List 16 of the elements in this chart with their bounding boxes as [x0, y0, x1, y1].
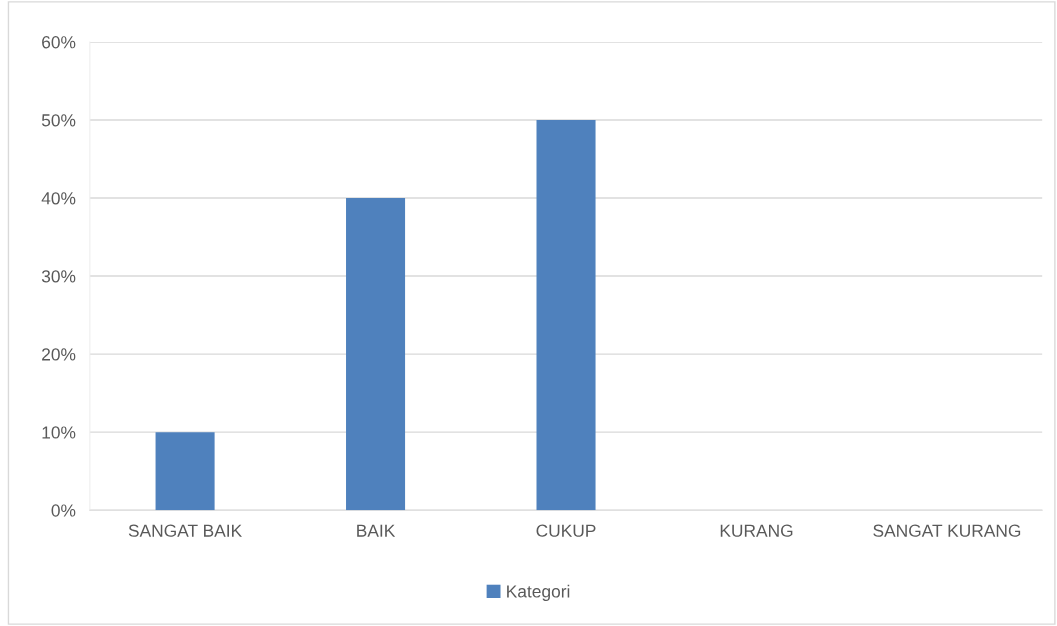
bar — [155, 432, 215, 511]
x-tick-label: SANGAT KURANG — [873, 524, 1021, 537]
y-tick-label: 60% — [42, 36, 76, 49]
x-tick-label: CUKUP — [536, 524, 596, 537]
bar — [536, 119, 596, 511]
y-tick-label: 40% — [41, 192, 76, 205]
x-tick-label: KURANG — [720, 524, 793, 537]
y-tick-label: 0% — [51, 504, 76, 517]
bar — [346, 198, 406, 511]
y-tick-label: 50% — [41, 114, 76, 127]
y-tick-label: 10% — [42, 426, 76, 439]
y-tick-label: 20% — [42, 348, 76, 361]
legend-label: Kategori — [507, 584, 570, 601]
x-tick-label: SANGAT BAIK — [128, 524, 242, 537]
y-tick-label: 30% — [41, 270, 76, 283]
x-tick-label: BAIK — [357, 524, 396, 537]
